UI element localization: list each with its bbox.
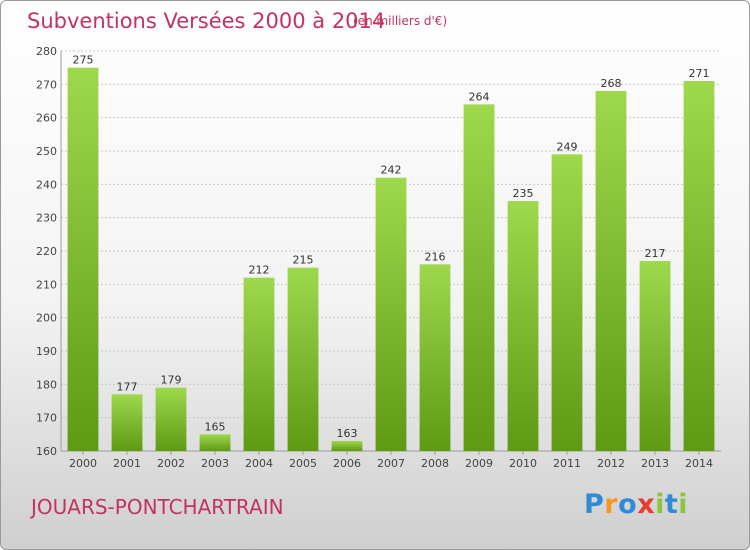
bar <box>111 394 143 451</box>
logo-letter: r <box>604 489 619 520</box>
commune-name: JOUARS-PONTCHARTRAIN <box>31 495 284 519</box>
value-label: 215 <box>293 254 314 267</box>
value-label: 217 <box>645 247 666 260</box>
value-label: 249 <box>557 140 578 153</box>
labels: 160 170 180 190 200 210 220 230 240 250 260 270 280 2… <box>36 45 713 470</box>
x-tick-label: 2010 <box>509 457 537 470</box>
bar <box>551 154 583 452</box>
y-tick-label: 160 <box>36 445 57 458</box>
logo-letter: t <box>664 489 679 520</box>
bar <box>463 104 495 451</box>
bar <box>375 177 407 451</box>
y-tick-label: 190 <box>36 345 57 358</box>
logo-letter: o <box>618 489 638 520</box>
unit-note: (en milliers d'€) <box>353 14 448 28</box>
y-tick-label: 270 <box>36 78 57 91</box>
bar <box>331 441 363 451</box>
bar <box>595 91 627 451</box>
x-tick-label: 2002 <box>157 457 185 470</box>
value-label: 177 <box>117 380 138 393</box>
bar <box>507 201 539 451</box>
x-tick-label: 2012 <box>597 457 625 470</box>
y-tick-label: 210 <box>36 278 57 291</box>
y-tick-label: 250 <box>36 145 57 158</box>
logo-letter: i <box>655 489 665 520</box>
value-label: 163 <box>337 427 358 440</box>
value-label: 242 <box>381 164 402 177</box>
bar <box>419 264 451 451</box>
logo-letter: P <box>584 489 605 520</box>
bar <box>287 267 319 451</box>
y-tick-label: 230 <box>36 212 57 225</box>
value-label: 212 <box>249 264 270 277</box>
bar <box>199 434 231 451</box>
x-tick-label: 2006 <box>333 457 361 470</box>
value-label: 216 <box>425 250 446 263</box>
logo-letter: i <box>678 489 689 520</box>
x-tick-label: 2014 <box>685 457 713 470</box>
x-tick-label: 2005 <box>289 457 317 470</box>
value-label: 264 <box>469 90 490 103</box>
x-tick-label: 2001 <box>113 457 141 470</box>
x-tick-label: 2008 <box>421 457 449 470</box>
y-tick-label: 220 <box>36 245 57 258</box>
proxiti-logo: Proxiti <box>584 489 688 520</box>
x-tick-label: 2004 <box>245 457 273 470</box>
x-tick-label: 2007 <box>377 457 405 470</box>
value-label: 275 <box>73 54 94 67</box>
logo-letter: x <box>637 489 656 520</box>
x-tick-label: 2013 <box>641 457 669 470</box>
value-label: 165 <box>205 420 226 433</box>
y-tick-label: 200 <box>36 312 57 325</box>
bars <box>67 67 715 452</box>
bar <box>155 387 187 451</box>
bar <box>683 81 715 451</box>
y-tick-label: 180 <box>36 378 57 391</box>
value-label: 179 <box>161 374 182 387</box>
y-tick-label: 240 <box>36 178 57 191</box>
bar <box>243 277 275 451</box>
bar <box>639 261 671 451</box>
value-label: 268 <box>601 77 622 90</box>
x-tick-label: 2000 <box>69 457 97 470</box>
value-label: 235 <box>513 187 534 200</box>
chart-title: Subventions Versées 2000 à 2014 <box>27 9 386 33</box>
y-tick-label: 170 <box>36 412 57 425</box>
y-tick-label: 280 <box>36 45 57 58</box>
y-tick-label: 260 <box>36 112 57 125</box>
value-label: 271 <box>689 67 710 80</box>
x-tick-label: 2011 <box>553 457 581 470</box>
x-tick-label: 2003 <box>201 457 229 470</box>
x-tick-label: 2009 <box>465 457 493 470</box>
bar <box>67 67 99 452</box>
